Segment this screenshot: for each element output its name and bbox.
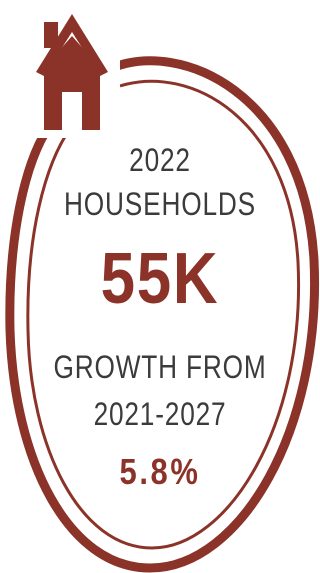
households-value: 55K	[100, 239, 220, 319]
year-label: 2022	[129, 142, 191, 178]
house-icon	[36, 14, 108, 130]
growth-label-line1: GROWTH FROM	[53, 349, 267, 385]
metric-label: HOUSEHOLDS	[64, 186, 256, 222]
growth-percent: 5.8%	[119, 451, 201, 492]
growth-label-line2: 2021-2027	[93, 396, 227, 432]
inner-ring	[26, 79, 301, 550]
outer-ring	[5, 56, 320, 573]
